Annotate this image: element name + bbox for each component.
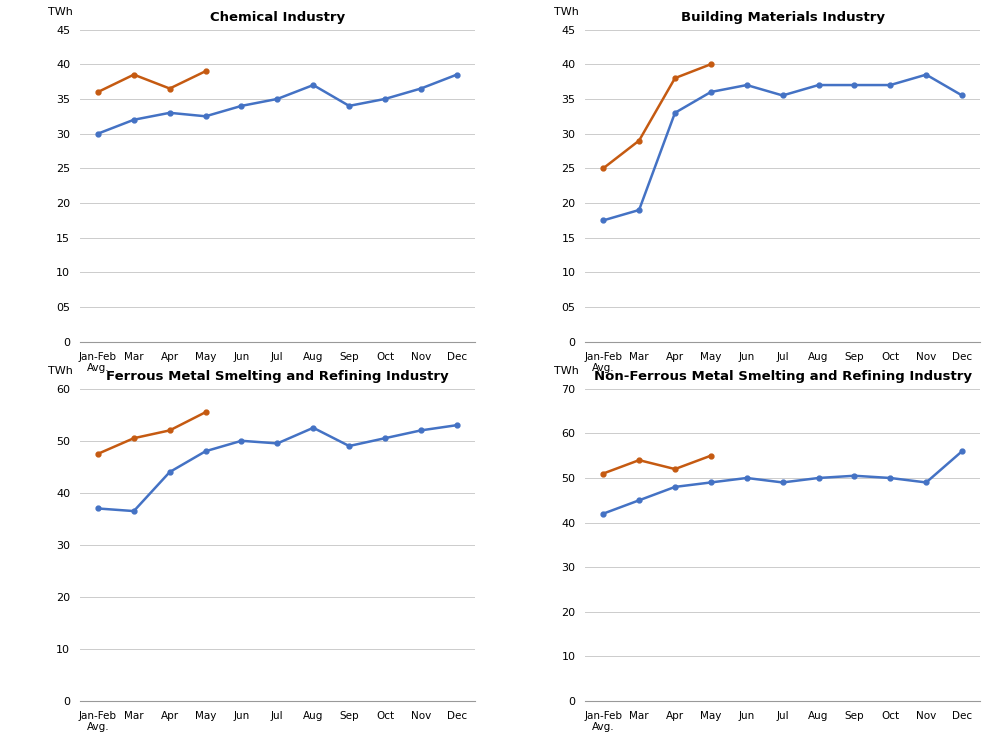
Text: TWh: TWh bbox=[48, 7, 73, 17]
Legend: Year
2020, Year
2021: Year 2020, Year 2021 bbox=[198, 430, 357, 467]
Title: Building Materials Industry: Building Materials Industry bbox=[681, 11, 885, 24]
Legend: Year
2020, Year
2021: Year 2020, Year 2021 bbox=[703, 430, 862, 467]
Text: TWh: TWh bbox=[554, 7, 579, 17]
Title: Chemical Industry: Chemical Industry bbox=[210, 11, 345, 24]
Text: TWh: TWh bbox=[48, 366, 73, 376]
Text: TWh: TWh bbox=[554, 366, 579, 376]
Title: Ferrous Metal Smelting and Refining Industry: Ferrous Metal Smelting and Refining Indu… bbox=[106, 370, 449, 384]
Title: Non-Ferrous Metal Smelting and Refining Industry: Non-Ferrous Metal Smelting and Refining … bbox=[594, 370, 972, 384]
